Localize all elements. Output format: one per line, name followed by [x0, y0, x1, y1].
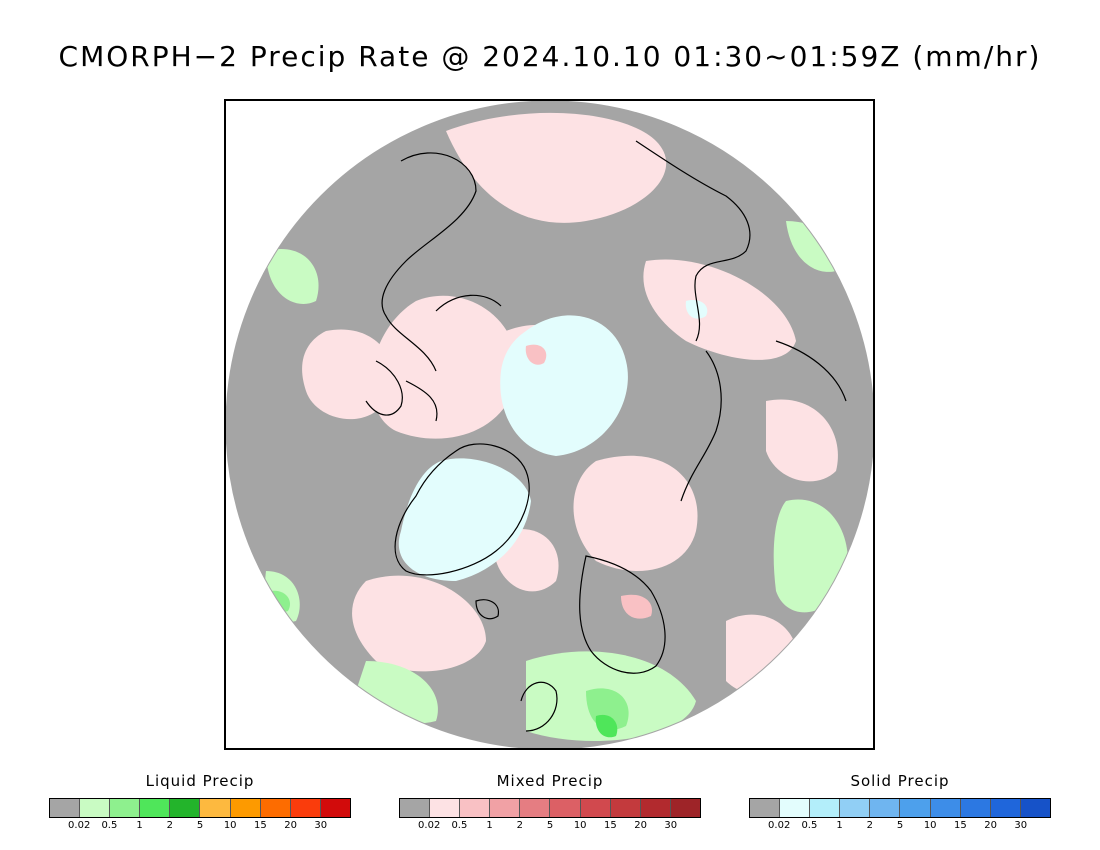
legend-mixed-tick-label: 10: [573, 820, 587, 831]
legend-mixed-swatch: [400, 799, 431, 817]
legend-liquid-swatch: [320, 799, 350, 817]
legend-mixed-tick-label: 0.02: [418, 820, 441, 831]
legend-liquid-swatch: [200, 799, 231, 817]
legend-mixed-tick-label: 0.5: [451, 820, 468, 831]
legend-liquid-tick-label: 5: [196, 820, 204, 831]
legend-solid-tick-label: 5: [896, 820, 904, 831]
legend-liquid-swatch: [260, 799, 291, 817]
map-disc: [226, 101, 873, 748]
legend-liquid-tick-label: 2: [166, 820, 173, 831]
legend-liquid-tick-label: 15: [254, 820, 267, 831]
legend-mixed-colorbar: [399, 798, 701, 818]
legend-solid-ticks: 0.02 0.5 1 2 5 10 15 20 30: [749, 820, 1051, 834]
coastlines: [365, 140, 847, 732]
legend-mixed-title: Mixed Precip: [496, 772, 604, 790]
legend-mixed-tick-label: 30: [664, 820, 678, 831]
legend-liquid-tick-label: 1: [136, 820, 143, 831]
legend-mixed-tick-label: 15: [604, 820, 617, 831]
legend-solid-title: Solid Precip: [850, 772, 950, 790]
legend-liquid-tick-label: 30: [314, 820, 328, 831]
legend-solid-swatch: [930, 799, 961, 817]
legend-mixed-swatch: [490, 799, 521, 817]
legend-liquid-swatch: [140, 799, 171, 817]
legend-solid-colorbar: [749, 798, 1051, 818]
legend-liquid: Liquid Precip 0.02 0.5 1 2 5 10 15 20 30: [49, 772, 351, 834]
legend-mixed-swatch: [610, 799, 641, 817]
legend-liquid-swatch: [230, 799, 261, 817]
mixed-precip-moderate: [525, 344, 652, 619]
legend-mixed-tick-label: 1: [486, 820, 493, 831]
legend-mixed-swatch: [430, 799, 461, 817]
legend-mixed-tick-label: 2: [516, 820, 523, 831]
legend-solid-swatch: [990, 799, 1021, 817]
legend-liquid-swatch: [50, 799, 81, 817]
legend-solid-swatch: [1020, 799, 1050, 817]
mixed-precip-regions: [302, 112, 838, 695]
legend-mixed-tick-label: 20: [634, 820, 647, 831]
legend-mixed-swatch: [550, 799, 581, 817]
legend-mixed-swatch: [520, 799, 551, 817]
chart-title: CMORPH−2 Precip Rate @ 2024.10.10 01:30~…: [58, 40, 1042, 73]
legend-liquid-swatch: [80, 799, 111, 817]
legend-liquid-swatch: [290, 799, 321, 817]
legend-mixed-swatch: [460, 799, 491, 817]
legend-solid-tick-label: 15: [954, 820, 967, 831]
legend-liquid-tick-label: 20: [284, 820, 297, 831]
legend-solid-swatch: [840, 799, 871, 817]
legend-liquid-ticks: 0.02 0.5 1 2 5 10 15 20 30: [49, 820, 351, 834]
legend-liquid-tick-label: 0.5: [101, 820, 118, 831]
legend-liquid-tick-label: 0.02: [68, 820, 91, 831]
legend-mixed-swatch: [580, 799, 611, 817]
legend-solid-swatch: [870, 799, 901, 817]
legend-solid-tick-label: 0.02: [768, 820, 791, 831]
legend-liquid-swatch: [110, 799, 141, 817]
legend-solid-tick-label: 30: [1014, 820, 1028, 831]
legend-solid-tick-label: 20: [984, 820, 997, 831]
legend-mixed-swatch: [670, 799, 700, 817]
legend-solid-swatch: [810, 799, 841, 817]
legend-liquid-swatch: [170, 799, 201, 817]
legend-mixed-swatch: [640, 799, 671, 817]
legend-mixed-ticks: 0.02 0.5 1 2 5 10 15 20 30: [399, 820, 701, 834]
liquid-precip-heavy: [595, 714, 618, 738]
legend-solid: Solid Precip 0.02 0.5 1 2 5 10 15 20 30: [749, 772, 1051, 834]
legend-solid-tick-label: 10: [923, 820, 937, 831]
legend-solid-swatch: [900, 799, 931, 817]
legend-liquid-title: Liquid Precip: [145, 772, 255, 790]
legend-solid-tick-label: 0.5: [801, 820, 818, 831]
map-svg: [226, 101, 873, 748]
legend-solid-tick-label: 1: [836, 820, 843, 831]
legend-solid-swatch: [960, 799, 991, 817]
legend-liquid-tick-label: 10: [223, 820, 237, 831]
legend-liquid-colorbar: [49, 798, 351, 818]
polar-precip-map: [224, 99, 875, 750]
legend-mixed-tick-label: 5: [546, 820, 554, 831]
legend-mixed: Mixed Precip 0.02 0.5 1 2 5 10 15 20 30: [399, 772, 701, 834]
legend-solid-swatch: [750, 799, 781, 817]
legend-solid-swatch: [780, 799, 811, 817]
legend-solid-tick-label: 2: [866, 820, 873, 831]
